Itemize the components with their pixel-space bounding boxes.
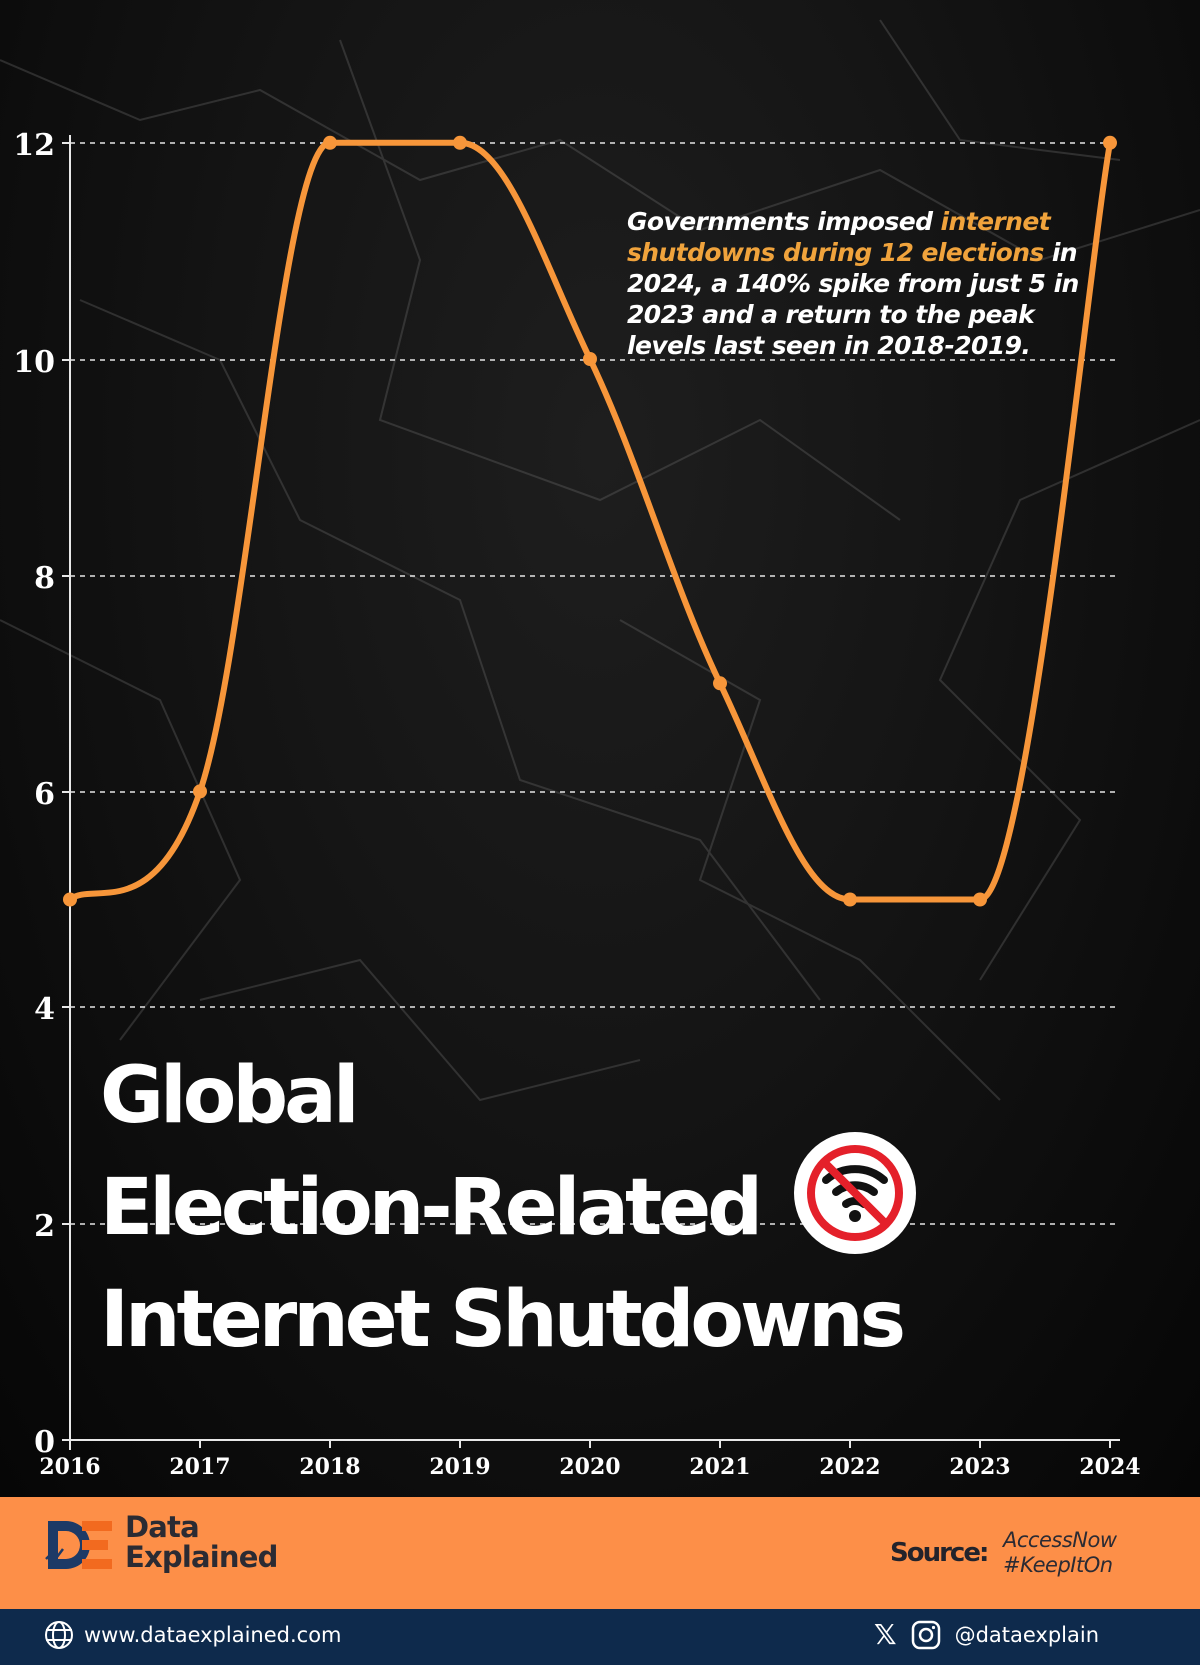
data-point-2023 bbox=[973, 892, 987, 907]
x-tick-2022: 2022 bbox=[819, 1454, 880, 1480]
y-tick-4: 4 bbox=[34, 992, 55, 1027]
y-tick-0: 0 bbox=[34, 1425, 55, 1460]
chart-background bbox=[0, 0, 1200, 1497]
x-tick-2020: 2020 bbox=[559, 1454, 620, 1480]
instagram-icon[interactable] bbox=[911, 1620, 941, 1650]
y-tick-2: 2 bbox=[34, 1209, 55, 1244]
source-line-2: #KeepItOn bbox=[1003, 1553, 1113, 1577]
gridlines bbox=[70, 142, 1120, 1225]
social-handle[interactable]: @dataexplain bbox=[954, 1623, 1100, 1647]
x-twitter-icon[interactable]: 𝕏 bbox=[874, 1618, 897, 1651]
data-explained-logo bbox=[45, 1521, 112, 1569]
brand-name: Data Explained bbox=[125, 1512, 278, 1572]
data-point-2021 bbox=[713, 676, 727, 691]
data-point-2017 bbox=[193, 784, 207, 799]
data-point-2024 bbox=[1103, 135, 1117, 150]
social-links: 𝕏 @dataexplain bbox=[874, 1620, 1099, 1650]
x-tick-2019: 2019 bbox=[429, 1454, 490, 1480]
data-point-2019 bbox=[453, 135, 467, 150]
data-point-2022 bbox=[843, 892, 857, 907]
x-tick-2018: 2018 bbox=[299, 1454, 360, 1480]
x-tick-2021: 2021 bbox=[689, 1454, 750, 1480]
y-tick-10: 10 bbox=[13, 345, 55, 380]
brand-line-1: Data bbox=[125, 1510, 200, 1544]
title-line-3: Internet Shutdowns bbox=[100, 1275, 906, 1365]
source-label: Source: bbox=[890, 1538, 989, 1568]
source-value: AccessNow #KeepItOn bbox=[1003, 1528, 1117, 1578]
annotation-text-1: Governments imposed bbox=[627, 207, 941, 236]
x-tick-2024: 2024 bbox=[1079, 1454, 1140, 1480]
globe-icon bbox=[45, 1621, 73, 1649]
x-tick-2023: 2023 bbox=[949, 1454, 1010, 1480]
website-link[interactable]: www.dataexplained.com bbox=[44, 1620, 342, 1650]
y-tick-8: 8 bbox=[34, 561, 55, 596]
data-point-2018 bbox=[323, 135, 337, 150]
footer-brand-bar bbox=[0, 1497, 1200, 1609]
source-line-1: AccessNow bbox=[1003, 1528, 1117, 1552]
title-line-1: Global bbox=[100, 1051, 360, 1141]
chart-annotation: Governments imposed internet shutdowns d… bbox=[627, 206, 1107, 361]
y-axis-labels: 0 2 4 6 8 10 12 bbox=[13, 128, 55, 1460]
y-tick-12: 12 bbox=[13, 128, 55, 163]
annotation-text-2: in 2024, a 140% spike from just 5 in 202… bbox=[627, 238, 1079, 360]
brand-line-2: Explained bbox=[125, 1540, 278, 1574]
data-point-2016 bbox=[63, 892, 77, 907]
footer-contact-bar bbox=[0, 1609, 1200, 1665]
no-wifi-icon bbox=[794, 1132, 916, 1254]
data-point-2020 bbox=[583, 352, 597, 366]
series-markers bbox=[63, 135, 1117, 907]
annotation-highlight: internet shutdowns during 12 elections bbox=[627, 207, 1051, 267]
line-chart: 0 2 4 6 8 10 12 2016 2017 2018 2019 2020 2021… bbox=[13, 128, 1140, 1480]
x-tick-2017: 2017 bbox=[169, 1454, 230, 1480]
series-line bbox=[67, 139, 1113, 903]
x-axis-labels: 2016 2017 2018 2019 2020 2021 2022 2023 2024 bbox=[39, 1454, 1140, 1480]
title-line-2: Election-Related bbox=[100, 1163, 763, 1253]
website-url[interactable]: www.dataexplained.com bbox=[84, 1623, 342, 1647]
x-tick-2016: 2016 bbox=[39, 1454, 100, 1480]
axes bbox=[62, 135, 1120, 1450]
y-tick-6: 6 bbox=[34, 777, 55, 812]
page-title: Global Election-Related Internet Shutdow… bbox=[100, 1040, 906, 1376]
